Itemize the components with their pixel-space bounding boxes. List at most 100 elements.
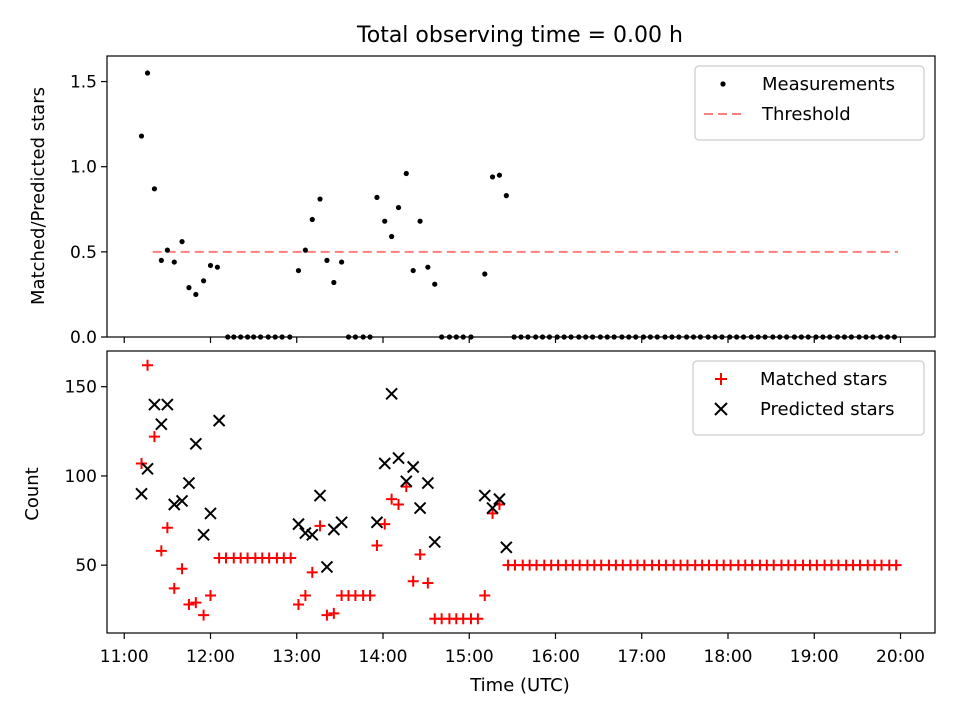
x-axis-label: Time (UTC): [469, 675, 570, 696]
predicted-stars-point: [189, 437, 203, 451]
matched-stars-point: [142, 359, 154, 371]
chart-title: Total observing time = 0.00 h: [356, 23, 683, 48]
measurements-point: [382, 218, 388, 224]
y-tick-label: 0.5: [70, 243, 97, 263]
measurements-point: [727, 334, 733, 340]
matched-stars-point: [487, 507, 499, 519]
measurements-point: [295, 267, 302, 274]
measurements-point: [561, 334, 567, 340]
measurements-point: [511, 334, 517, 340]
predicted-stars-point: [392, 451, 405, 465]
measurements-point: [265, 334, 271, 340]
predicted-stars-point: [135, 487, 148, 500]
measurements-point: [151, 186, 158, 192]
predicted-stars-point: [168, 498, 181, 511]
measurements-point: [302, 247, 308, 253]
matched-stars-point: [155, 545, 167, 557]
measurements-point: [611, 334, 617, 340]
measurements-point: [798, 334, 804, 340]
measurements-point: [669, 334, 675, 340]
measurements-point: [805, 334, 811, 340]
measurements-point: [546, 334, 553, 340]
measurements-point: [360, 334, 366, 340]
measurements-point: [193, 291, 199, 298]
predicted-stars-point: [421, 476, 435, 490]
measurements-point: [460, 334, 466, 340]
measurements-point: [662, 334, 668, 340]
measurements-point: [389, 233, 395, 240]
y-tick-label: 50: [75, 556, 97, 576]
measurements-point: [539, 334, 546, 340]
measurements-point: [179, 239, 185, 245]
measurements-point: [417, 218, 423, 224]
measurements-point: [604, 334, 610, 340]
measurements-point: [231, 334, 237, 340]
x-tick-label: 13:00: [272, 647, 321, 667]
measurements-point: [820, 334, 826, 340]
measurements-point: [403, 170, 409, 177]
matched-stars-point: [183, 598, 195, 610]
predicted-stars-point: [155, 417, 168, 431]
matched-stars-point: [161, 522, 173, 534]
measurements-point: [432, 281, 438, 287]
measurements-point: [446, 334, 453, 340]
predicted-stars-point: [478, 489, 491, 502]
y-tick-label: 1.5: [70, 73, 97, 93]
predicted-stars-point: [161, 398, 174, 411]
matched-stars-point: [364, 590, 376, 602]
matched-stars-point: [285, 552, 297, 564]
x-tick-label: 17:00: [617, 647, 666, 667]
predicted-stars-point: [182, 476, 196, 490]
measurements-point: [503, 193, 509, 199]
count-panel: Count 50 100 150 11:00 12:00 13:00 14:00 15:00 1…: [22, 350, 936, 667]
predicted-stars-point: [292, 517, 305, 531]
measurements-point: [158, 257, 164, 263]
measurements-point: [863, 334, 869, 340]
y-tick-label: 100: [65, 467, 97, 487]
measurements-point: [589, 334, 596, 340]
predicted-stars-point: [370, 516, 384, 529]
measurements-point: [647, 334, 653, 340]
count-y-axis-label: Count: [22, 467, 43, 520]
measurements-point: [257, 334, 264, 340]
predicted-stars-point: [148, 398, 161, 411]
measurements-point: [834, 334, 841, 340]
ratio-y-axis-label: Matched/Predicted stars: [28, 87, 49, 305]
predicted-stars-point: [204, 507, 217, 520]
measurements-point: [272, 334, 278, 340]
measurements-point: [533, 334, 539, 340]
matched-stars-point: [292, 598, 304, 610]
measurements-point: [856, 334, 862, 340]
measurements-point: [841, 334, 848, 340]
x-tick-label: 14:00: [359, 647, 408, 667]
matched-stars-point: [379, 518, 391, 530]
matched-stars-point: [148, 431, 160, 443]
measurements-point: [755, 334, 761, 340]
measurements-point: [719, 334, 725, 340]
measurements-point: [518, 334, 524, 340]
measurements-point: [734, 334, 740, 340]
matched-stars-point: [472, 613, 484, 625]
measurements-point: [144, 70, 151, 76]
measurements-point: [138, 133, 145, 139]
matched-stars-point: [386, 493, 398, 505]
x-tick-label: 15:00: [445, 647, 494, 667]
measurements-point: [777, 334, 783, 340]
predicted-stars-point: [306, 528, 319, 542]
matched-stars-point: [299, 590, 311, 602]
y-tick-label: 150: [65, 378, 97, 398]
legend-box: [694, 65, 925, 141]
legend-marker: [715, 373, 727, 385]
matched-stars-point: [321, 609, 333, 621]
matched-stars-point: [407, 575, 419, 587]
measurements-point: [891, 334, 898, 340]
measurements-point: [279, 334, 285, 340]
legend-label: Threshold: [761, 104, 851, 125]
predicted-stars-point: [320, 560, 334, 574]
matched-stars-point: [168, 582, 180, 594]
y-tick-label: 1.0: [70, 158, 97, 178]
measurements-point: [654, 334, 660, 340]
predicted-stars-point: [378, 457, 391, 470]
measurements-point: [489, 174, 496, 180]
